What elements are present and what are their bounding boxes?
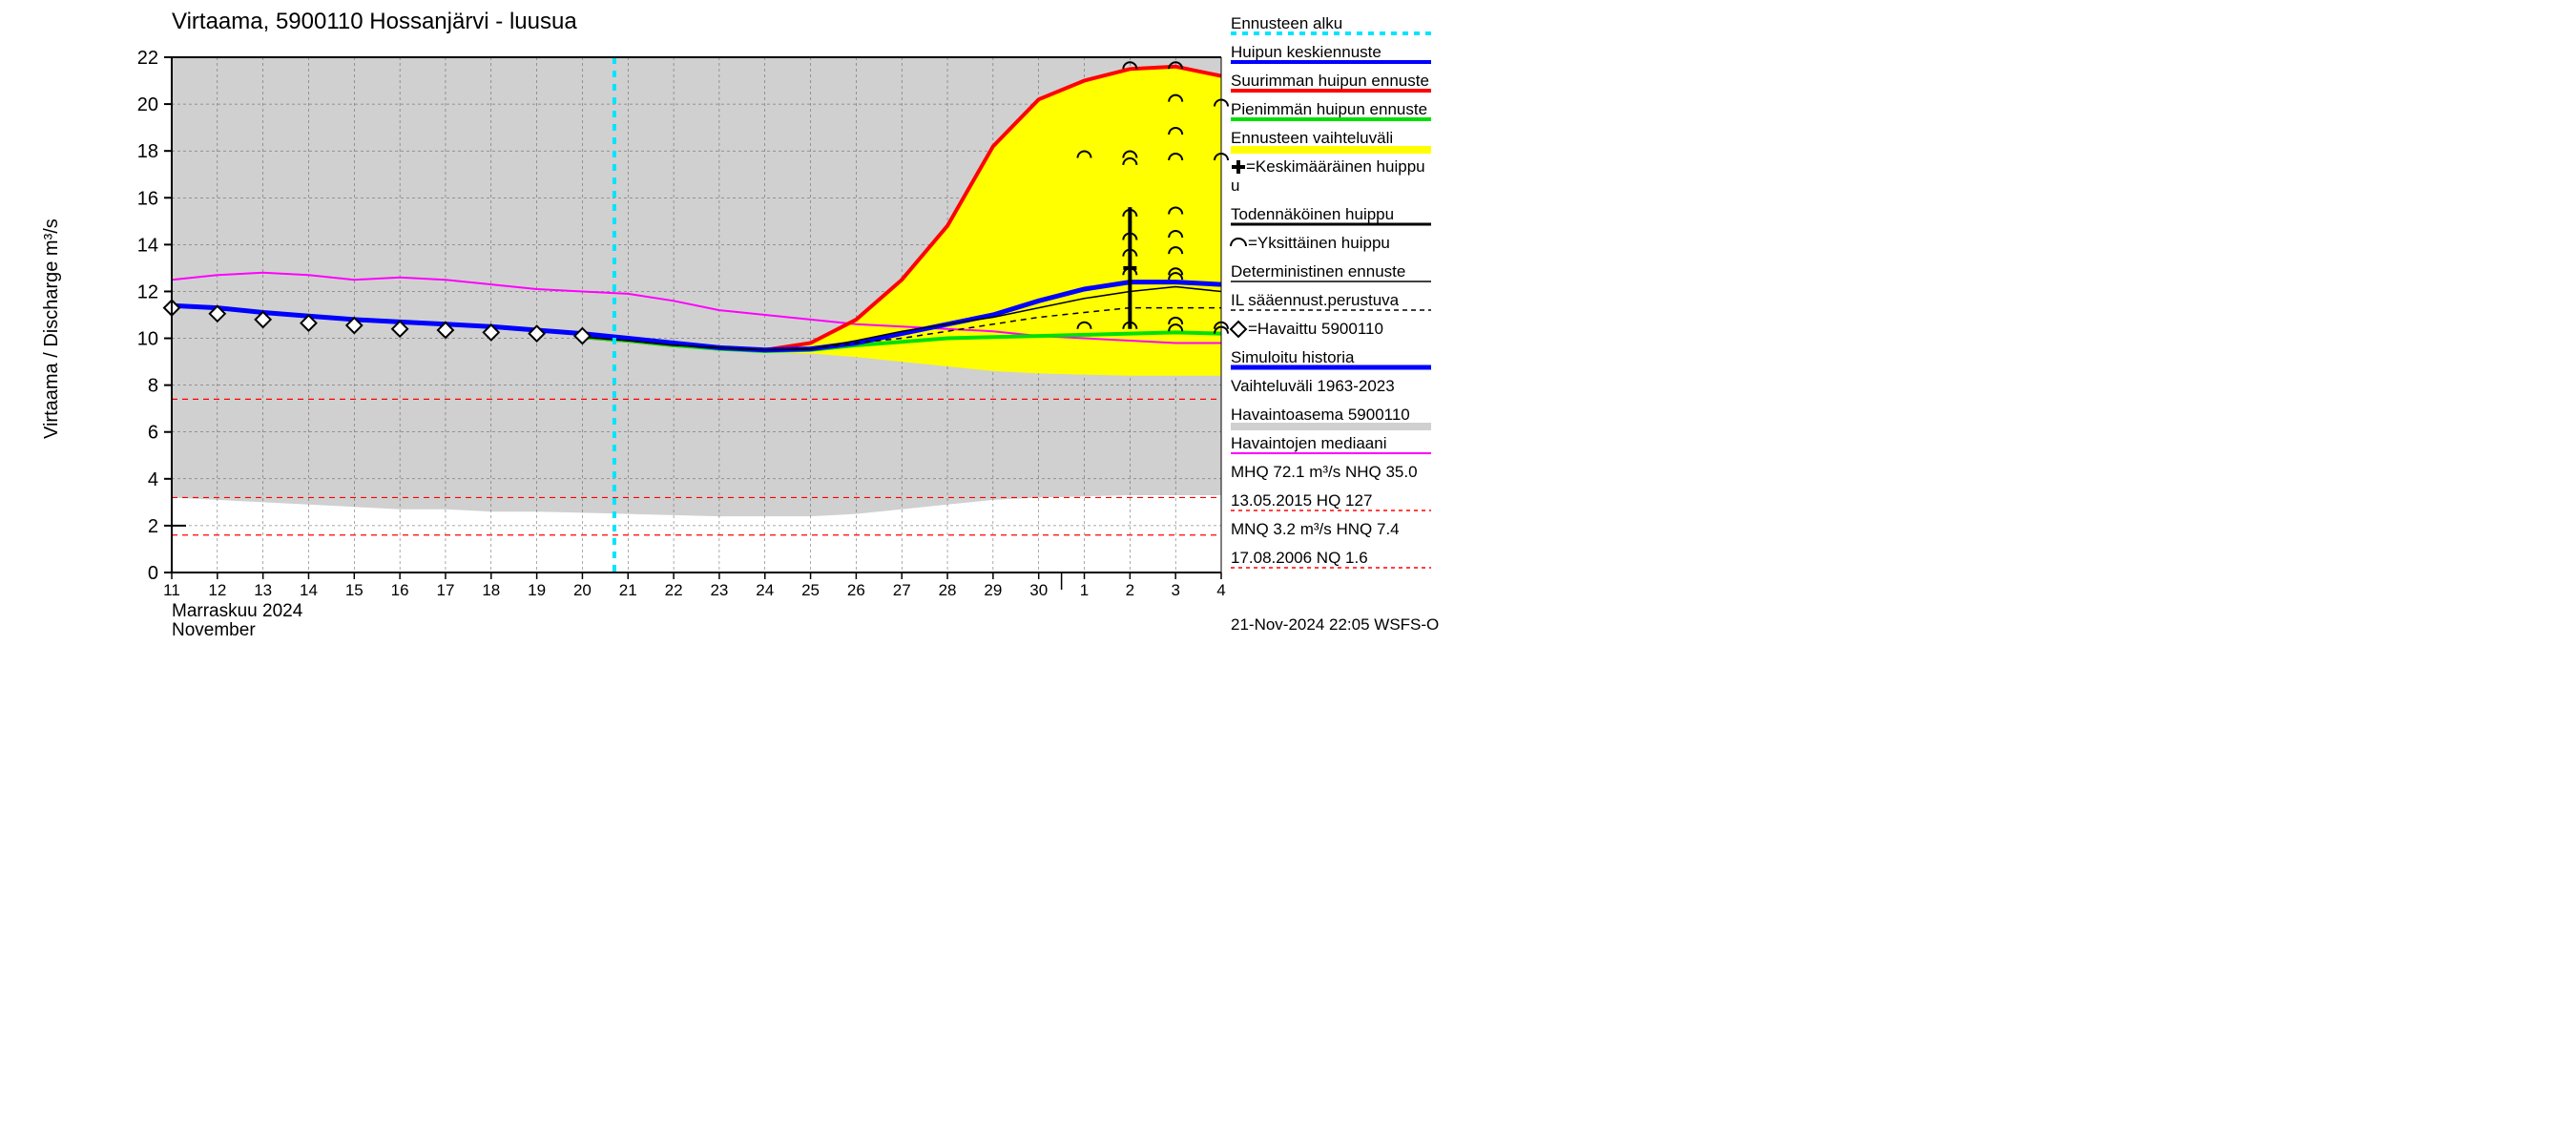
y-tick-label: 2 bbox=[148, 516, 158, 537]
legend-swatch bbox=[1231, 423, 1431, 430]
x-tick-label: 18 bbox=[482, 581, 500, 599]
x-tick-label: 20 bbox=[573, 581, 592, 599]
y-tick-label: 20 bbox=[137, 94, 158, 115]
x-tick-label: 15 bbox=[345, 581, 364, 599]
x-tick-label: 17 bbox=[436, 581, 454, 599]
y-axis-label: Virtaama / Discharge m³/s bbox=[41, 219, 62, 439]
y-tick-label: 22 bbox=[137, 48, 158, 69]
legend-label: Deterministinen ennuste bbox=[1231, 262, 1405, 281]
y-tick-label: 16 bbox=[137, 188, 158, 209]
month-label-en: November bbox=[172, 620, 256, 640]
x-tick-label: 25 bbox=[801, 581, 820, 599]
x-tick-label: 27 bbox=[893, 581, 911, 599]
legend-label: Havaintojen mediaani bbox=[1231, 434, 1387, 452]
legend-label: Simuloitu historia bbox=[1231, 348, 1355, 366]
month-label-fi: Marraskuu 2024 bbox=[172, 601, 303, 621]
x-tick-label: 13 bbox=[254, 581, 272, 599]
chart-svg: 0246810121416182022111213141516171819202… bbox=[0, 0, 1450, 649]
x-tick-label: 19 bbox=[528, 581, 546, 599]
x-tick-label: 28 bbox=[939, 581, 957, 599]
x-tick-label: 26 bbox=[847, 581, 865, 599]
legend-label: =Yksittäinen huippu bbox=[1248, 234, 1390, 252]
legend-label: 13.05.2015 HQ 127 bbox=[1231, 491, 1372, 510]
legend-label: Todennäköinen huippu bbox=[1231, 205, 1394, 223]
x-tick-label: 3 bbox=[1171, 581, 1179, 599]
y-tick-label: 6 bbox=[148, 423, 158, 444]
legend-label: Havaintoasema 5900110 bbox=[1231, 406, 1410, 424]
x-tick-label: 1 bbox=[1080, 581, 1089, 599]
x-tick-label: 21 bbox=[619, 581, 637, 599]
y-tick-label: 0 bbox=[148, 563, 158, 584]
x-tick-label: 14 bbox=[300, 581, 318, 599]
legend-label: IL sääennust.perustuva bbox=[1231, 291, 1400, 309]
legend-label: =Keskimääräinen huippu bbox=[1246, 157, 1425, 176]
legend-label: Pienimmän huipun ennuste bbox=[1231, 100, 1427, 118]
legend-label-wrap: u bbox=[1231, 177, 1239, 195]
legend-swatch bbox=[1231, 146, 1431, 154]
chart-title: Virtaama, 5900110 Hossanjärvi - luusua bbox=[172, 9, 577, 34]
legend-label: 17.08.2006 NQ 1.6 bbox=[1231, 549, 1368, 567]
legend-arc-icon bbox=[1231, 239, 1246, 246]
legend-label: Ennusteen vaihteluväli bbox=[1231, 129, 1393, 147]
x-tick-label: 12 bbox=[208, 581, 226, 599]
x-tick-label: 4 bbox=[1216, 581, 1225, 599]
x-tick-label: 24 bbox=[756, 581, 774, 599]
y-tick-label: 18 bbox=[137, 141, 158, 162]
legend-label: Huipun keskiennuste bbox=[1231, 43, 1381, 61]
legend-label: Suurimman huipun ennuste bbox=[1231, 72, 1429, 90]
x-tick-label: 2 bbox=[1126, 581, 1134, 599]
legend-label: Ennusteen alku bbox=[1231, 14, 1342, 32]
y-tick-label: 4 bbox=[148, 469, 158, 490]
x-tick-label: 11 bbox=[163, 581, 180, 599]
y-tick-label: 12 bbox=[137, 281, 158, 302]
legend-label: MNQ 3.2 m³/s HNQ 7.4 bbox=[1231, 520, 1400, 538]
x-tick-label: 16 bbox=[391, 581, 409, 599]
legend-label: MHQ 72.1 m³/s NHQ 35.0 bbox=[1231, 463, 1418, 481]
legend-label: Vaihteluväli 1963-2023 bbox=[1231, 377, 1395, 395]
x-tick-label: 30 bbox=[1029, 581, 1048, 599]
legend-diamond-icon bbox=[1231, 322, 1246, 337]
x-tick-label: 23 bbox=[710, 581, 728, 599]
x-tick-label: 29 bbox=[984, 581, 1002, 599]
x-tick-label: 22 bbox=[665, 581, 683, 599]
y-tick-label: 14 bbox=[137, 235, 158, 256]
discharge-forecast-chart: 0246810121416182022111213141516171819202… bbox=[0, 0, 1450, 649]
y-tick-label: 10 bbox=[137, 329, 158, 350]
legend-label: =Havaittu 5900110 bbox=[1248, 320, 1383, 338]
y-tick-label: 8 bbox=[148, 376, 158, 397]
footer-timestamp: 21-Nov-2024 22:05 WSFS-O bbox=[1231, 615, 1439, 634]
